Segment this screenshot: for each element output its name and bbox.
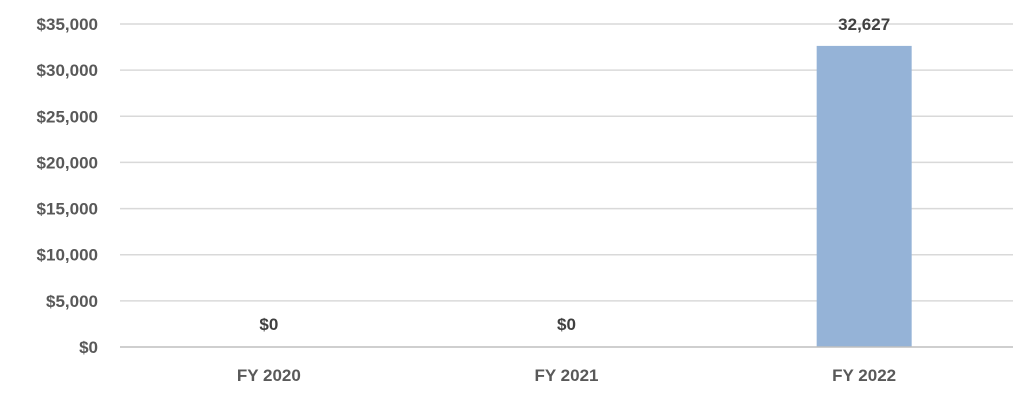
x-axis-category-labels: FY 2020 FY 2021 FY 2022 <box>237 366 896 385</box>
gridlines <box>120 23 1013 302</box>
y-tick-label: $30,000 <box>37 61 98 80</box>
y-tick-label: $20,000 <box>37 153 98 172</box>
y-tick-label: $10,000 <box>37 246 98 265</box>
data-label: 32,627 <box>838 15 890 34</box>
x-category-label: FY 2020 <box>237 366 301 385</box>
x-category-label: FY 2022 <box>832 366 896 385</box>
x-category-label: FY 2021 <box>535 366 599 385</box>
data-label: $0 <box>557 315 576 334</box>
y-tick-label: $0 <box>79 338 98 357</box>
y-tick-label: $15,000 <box>37 200 98 219</box>
bars <box>816 45 912 347</box>
y-tick-label: $35,000 <box>37 15 98 34</box>
bar <box>816 45 912 347</box>
y-axis-tick-labels: $0 $5,000 $10,000 $15,000 $20,000 $25,000 $30,… <box>37 15 98 357</box>
data-labels: $0 $0 32,627 <box>259 15 890 334</box>
y-tick-label: $5,000 <box>46 292 98 311</box>
y-tick-label: $25,000 <box>37 107 98 126</box>
data-label: $0 <box>259 315 278 334</box>
